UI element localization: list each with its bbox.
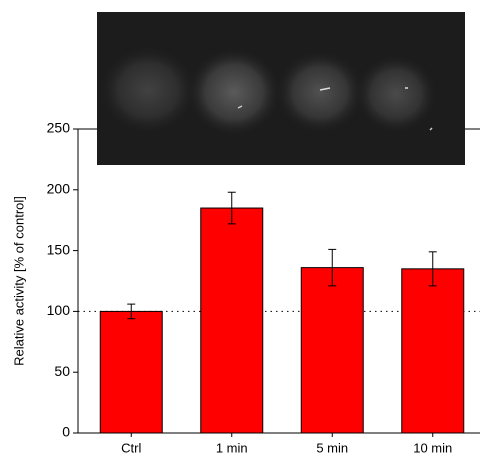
chart: 0 50 100 150 200 250 Ctrl 1 min 5 min 10 min Rela… [0, 0, 480, 459]
y-tick-label: 150 [47, 241, 71, 257]
y-tick-label: 100 [47, 302, 71, 318]
bar [402, 269, 464, 433]
plot-area: 0 50 100 150 200 250 Ctrl 1 min 5 min 10 min [47, 120, 480, 456]
bar [100, 311, 162, 433]
y-tick-label: 0 [62, 424, 70, 440]
y-tick-label: 200 [47, 181, 71, 197]
x-tick-label: 1 min [216, 440, 248, 455]
x-tick-label: 5 min [316, 440, 348, 455]
y-axis-label: Relative activity [% of control] [11, 196, 26, 366]
bar [301, 268, 363, 433]
x-tick-label: Ctrl [121, 440, 141, 455]
x-tick-label: 10 min [413, 440, 452, 455]
y-tick-label: 250 [47, 120, 71, 136]
gel-image [97, 12, 465, 165]
y-tick-label: 50 [54, 363, 70, 379]
bar [201, 208, 263, 433]
